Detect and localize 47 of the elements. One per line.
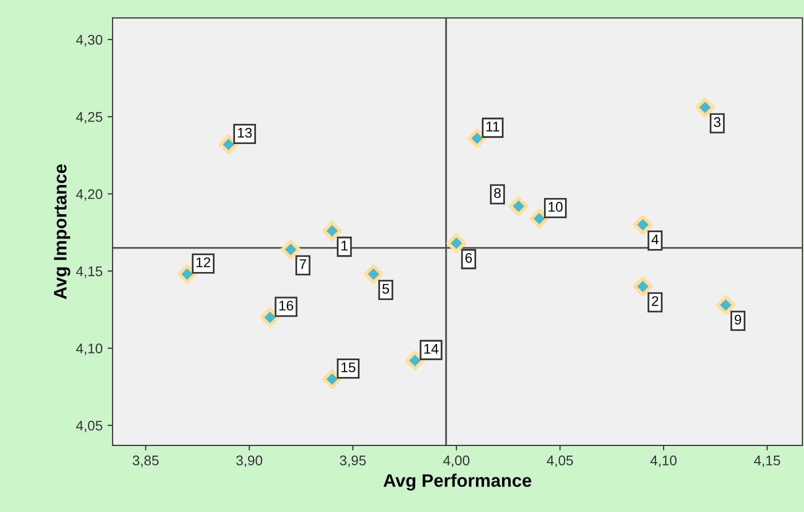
annotation: 6 (465, 253, 472, 263)
x-tick-label: 4,05 (546, 456, 573, 468)
x-tick-label: 4,10 (650, 456, 677, 468)
y-tick-label: 4,15 (76, 266, 102, 278)
annotation: 13 (238, 128, 252, 138)
point (218, 134, 239, 154)
x-tick-label: 4,15 (754, 456, 780, 468)
annotation: 15 (342, 362, 356, 372)
annotation: 12 (196, 257, 210, 268)
annotation: 4 (652, 234, 659, 244)
point (529, 208, 550, 229)
annotation: 9 (734, 314, 742, 325)
annotation: 10 (548, 202, 563, 212)
point (177, 264, 198, 284)
y-tick-label: 4,30 (76, 34, 102, 46)
x-axis-title: Avg Performance (384, 474, 532, 491)
annotation: 11 (486, 122, 500, 132)
point (260, 307, 280, 328)
annotation: 16 (279, 300, 294, 311)
x-tick-label: 3,90 (236, 456, 262, 468)
annotation: 1 (342, 240, 348, 250)
y-tick-label: 4,05 (76, 420, 102, 432)
annotation: 7 (300, 259, 306, 269)
point (632, 214, 653, 235)
annotation: 14 (424, 344, 438, 354)
x-tick-label: 3,85 (132, 456, 159, 468)
point (695, 97, 715, 118)
point (508, 196, 529, 216)
annotation: 8 (494, 188, 501, 198)
annotation: 3 (714, 117, 720, 128)
x-tick-label: 4,00 (443, 456, 470, 468)
point (446, 233, 466, 254)
y-tick-label: 4,25 (76, 112, 102, 124)
y-tick-label: 4,10 (76, 344, 102, 356)
annotation: 5 (382, 284, 390, 294)
point (467, 128, 488, 148)
annotation: 2 (652, 296, 658, 306)
point (322, 220, 342, 241)
point (716, 295, 736, 315)
y-tick-label: 4,20 (76, 189, 102, 201)
point (364, 264, 384, 284)
point (632, 276, 653, 296)
point (322, 369, 342, 390)
x-tick-label: 3,95 (340, 456, 366, 468)
y-axis-title: Avg Importance (54, 164, 70, 300)
point (405, 350, 425, 371)
point (280, 239, 301, 260)
